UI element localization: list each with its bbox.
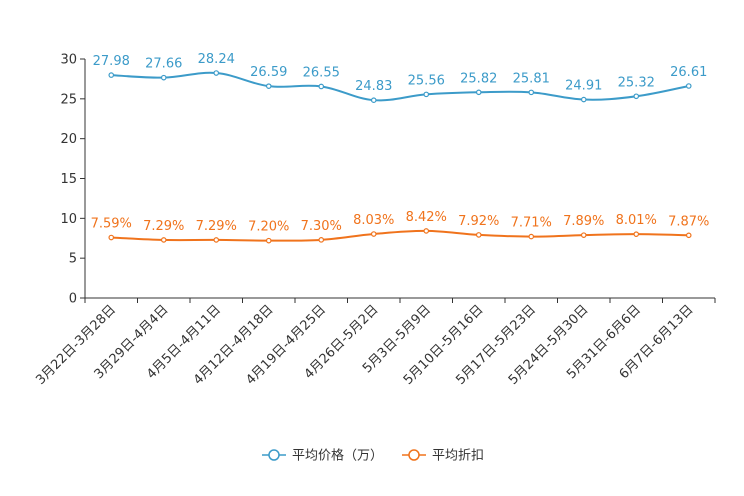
data-label: 7.30%	[301, 219, 342, 234]
data-point[interactable]	[160, 237, 167, 243]
data-label: 27.98	[93, 54, 130, 69]
data-point[interactable]	[160, 74, 167, 81]
legend-marker-icon	[268, 449, 280, 461]
series-2: 7.59% 7.29% 7.29% 7.20% 7.30% 8.03% 8.42% 7.92%…	[91, 210, 709, 244]
y-tick-label: 10	[60, 212, 77, 227]
data-point[interactable]	[475, 89, 482, 96]
data-label: 7.92%	[458, 214, 499, 229]
series-1: 27.98 27.66 28.24 26.59 26.55 24.83 25.56 25.82…	[93, 52, 707, 103]
y-tick-label: 20	[60, 132, 77, 147]
data-point[interactable]	[580, 96, 587, 103]
data-point[interactable]	[265, 83, 272, 89]
data-point[interactable]	[685, 232, 692, 239]
data-label: 7.59%	[91, 217, 132, 232]
data-point[interactable]	[370, 97, 377, 103]
data-point[interactable]	[423, 91, 430, 98]
data-point[interactable]	[213, 70, 220, 76]
data-label: 27.66	[145, 57, 182, 72]
data-point[interactable]	[318, 237, 325, 243]
legend-label: 平均价格（万）	[292, 448, 383, 464]
series-layer: 27.98 27.66 28.24 26.59 26.55 24.83 25.56 25.82…	[91, 52, 709, 244]
data-point[interactable]	[423, 228, 430, 234]
legend: 平均价格（万） 平均折扣	[262, 448, 484, 464]
y-tick-label: 25	[60, 92, 77, 107]
legend-item-2[interactable]: 平均折扣	[402, 449, 484, 464]
data-point[interactable]	[370, 231, 377, 237]
data-label: 7.29%	[196, 219, 237, 234]
data-point[interactable]	[318, 83, 325, 90]
data-label: 25.82	[460, 71, 497, 86]
data-label: 26.61	[670, 65, 707, 80]
data-label: 24.83	[355, 79, 392, 94]
data-label: 28.24	[198, 52, 235, 67]
data-point[interactable]	[108, 234, 115, 241]
data-label: 8.03%	[353, 213, 394, 228]
legend-item-1[interactable]: 平均价格（万）	[262, 448, 383, 464]
data-label: 26.55	[303, 65, 340, 80]
data-label: 24.91	[565, 79, 602, 94]
data-point[interactable]	[528, 89, 535, 96]
data-label: 7.20%	[248, 220, 289, 235]
data-point[interactable]	[633, 93, 640, 100]
data-point[interactable]	[213, 237, 220, 243]
data-label: 8.42%	[406, 210, 447, 225]
data-point[interactable]	[528, 233, 535, 240]
data-label: 25.32	[618, 75, 655, 90]
data-label: 7.71%	[511, 216, 552, 231]
data-label: 8.01%	[616, 213, 657, 228]
data-point[interactable]	[633, 231, 640, 237]
y-tick-label: 30	[60, 53, 77, 68]
data-label: 25.81	[513, 71, 550, 86]
data-label: 7.89%	[563, 214, 604, 229]
y-tick-label: 0	[69, 292, 77, 307]
data-label: 25.56	[408, 73, 445, 88]
legend-marker-icon	[408, 449, 420, 461]
y-tick-label: 15	[60, 172, 77, 187]
data-point[interactable]	[475, 232, 482, 238]
data-label: 7.87%	[668, 214, 709, 229]
legend-label: 平均折扣	[432, 449, 484, 464]
data-label: 26.59	[250, 65, 287, 80]
y-tick-label: 5	[69, 252, 77, 267]
data-point[interactable]	[108, 72, 115, 78]
data-label: 7.29%	[143, 219, 184, 234]
data-point[interactable]	[580, 232, 587, 238]
series-line	[111, 71, 689, 102]
data-point[interactable]	[685, 83, 692, 89]
series-line	[111, 229, 689, 242]
data-point[interactable]	[265, 237, 272, 244]
